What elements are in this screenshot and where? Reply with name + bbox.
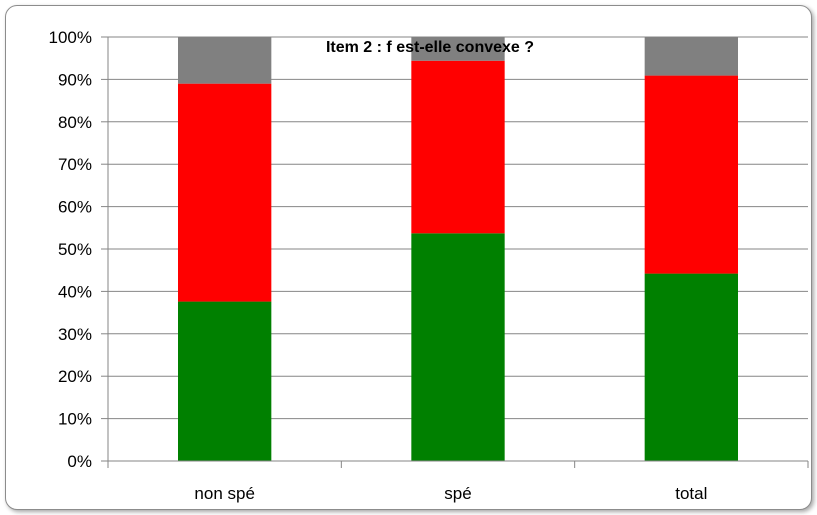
bar-segment xyxy=(178,83,272,302)
bar-segment xyxy=(644,273,738,461)
x-tick-label: spé xyxy=(444,484,471,503)
bar-segment xyxy=(411,60,505,234)
y-tick-label: 40% xyxy=(58,282,92,301)
y-tick-label: 70% xyxy=(58,155,92,174)
bar-segment xyxy=(644,75,738,274)
bars xyxy=(178,37,738,461)
y-tick-label: 60% xyxy=(58,198,92,217)
chart-title: Item 2 : f est-elle convexe ? xyxy=(326,39,534,56)
y-tick-label: 50% xyxy=(58,240,92,259)
x-axis-ticks: non spé spé total xyxy=(107,461,809,503)
y-tick-label: 100% xyxy=(49,28,92,47)
bar-segment xyxy=(411,37,505,61)
y-tick-label: 80% xyxy=(58,113,92,132)
y-axis-ticks: 0% 10% 20% 30% 40% 50% 60% 70% 80% 90% 100% xyxy=(49,28,108,471)
y-tick-label: 90% xyxy=(58,70,92,89)
y-tick-label: 20% xyxy=(58,367,92,386)
bar-segment xyxy=(178,37,272,84)
y-tick-label: 0% xyxy=(67,452,92,471)
bar-segment xyxy=(411,233,505,461)
x-tick-label: non spé xyxy=(194,484,255,503)
y-tick-label: 10% xyxy=(58,410,92,429)
x-tick-label: total xyxy=(675,484,707,503)
bar-segment xyxy=(644,37,738,76)
bar-segment xyxy=(178,301,272,461)
y-tick-label: 30% xyxy=(58,325,92,344)
